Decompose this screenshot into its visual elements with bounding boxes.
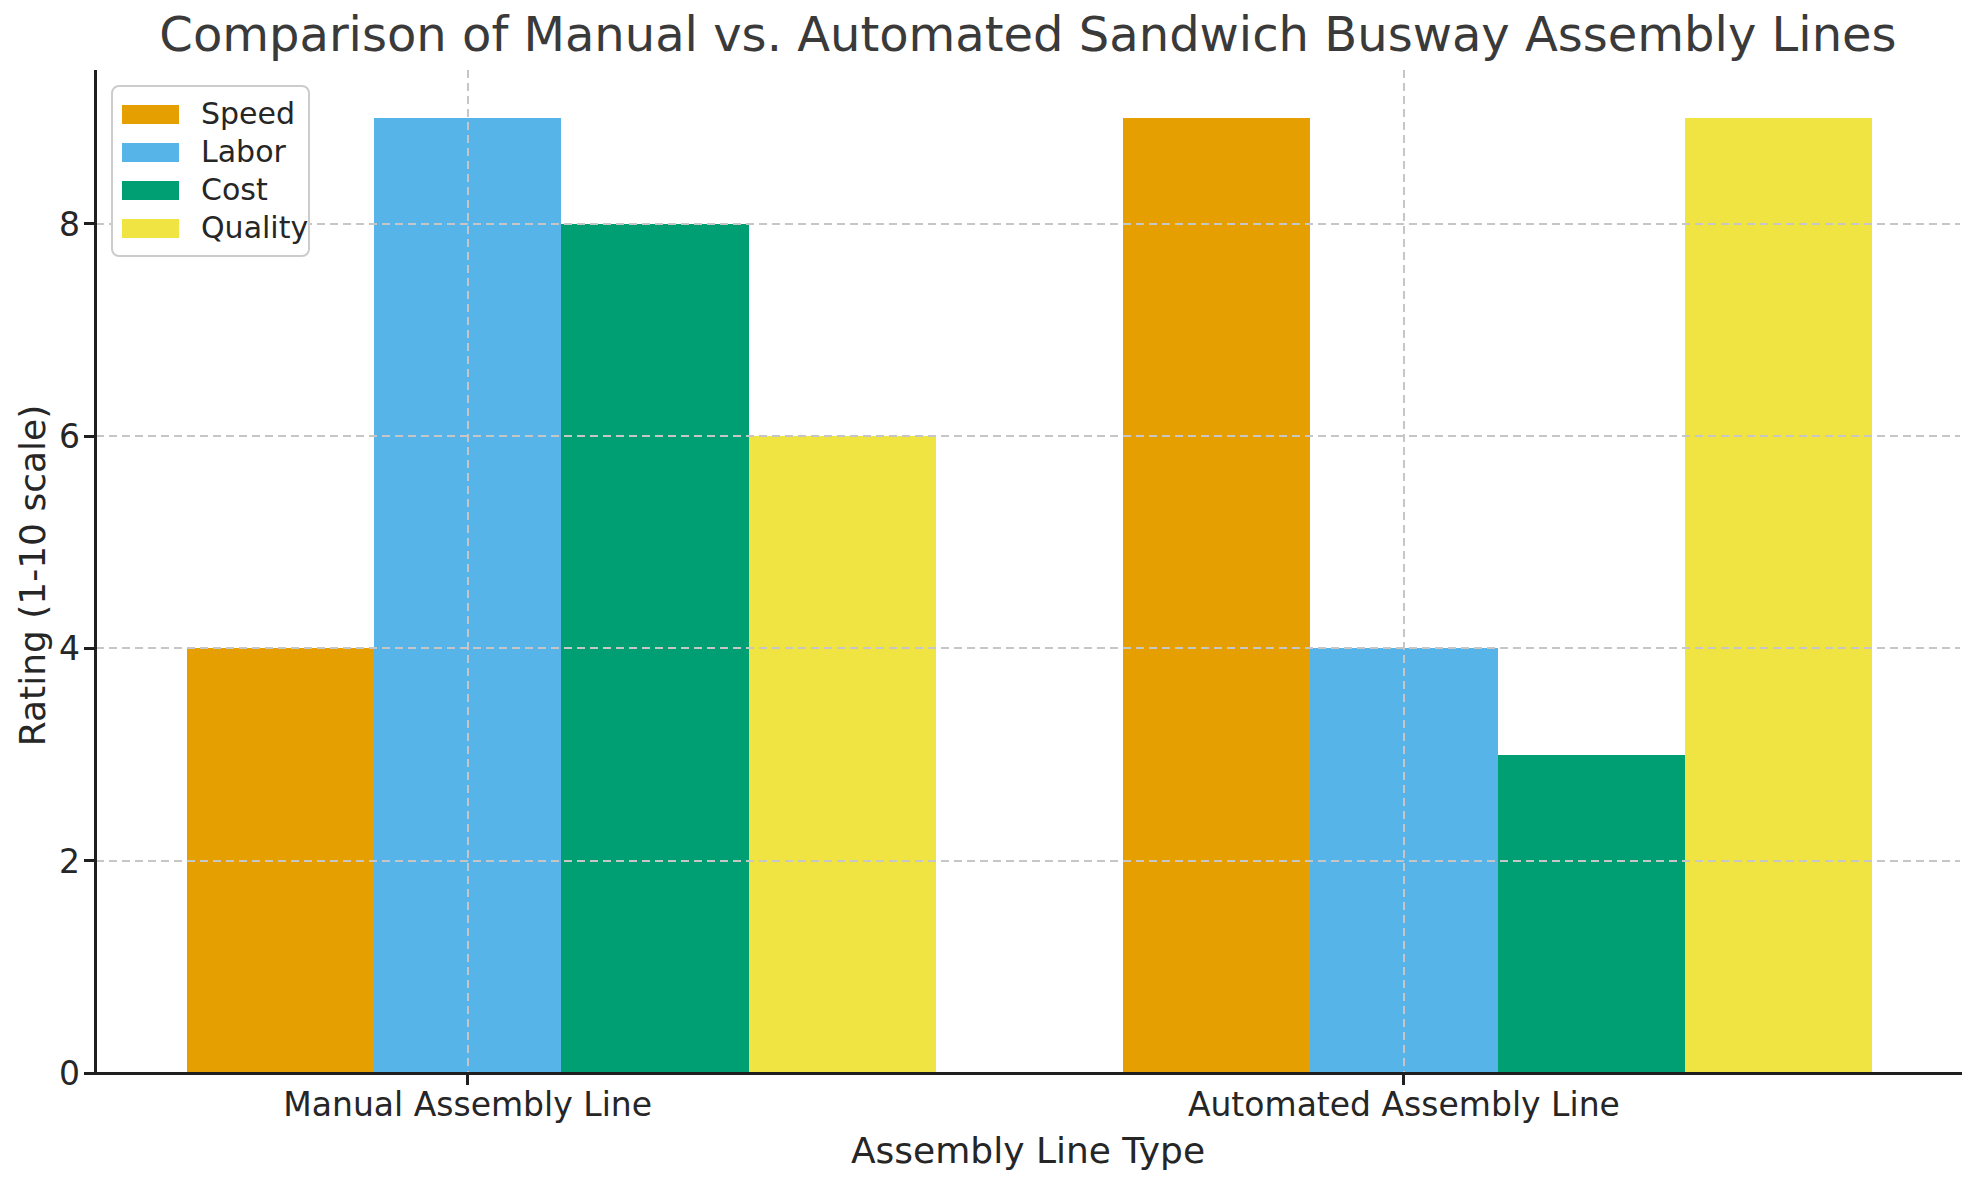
legend-label-cost: Cost xyxy=(201,175,268,205)
x-axis-spine xyxy=(94,1072,1962,1075)
y-tick-2 xyxy=(84,859,94,862)
gridline-y-6 xyxy=(96,435,1960,437)
x-tick-0 xyxy=(466,1075,469,1085)
legend-swatch-speed xyxy=(122,105,179,124)
legend-swatch-cost xyxy=(122,181,179,200)
y-tick-label-8: 8 xyxy=(0,208,80,241)
legend-swatch-quality xyxy=(122,219,179,238)
legend: Speed Labor Cost Quality xyxy=(111,85,310,257)
legend-item-quality: Quality xyxy=(122,209,302,247)
bar-cost-1 xyxy=(1498,755,1685,1073)
legend-label-labor: Labor xyxy=(201,137,286,167)
legend-items: Speed Labor Cost Quality xyxy=(122,95,302,247)
y-tick-8 xyxy=(84,222,94,225)
plot-area: 02468Manual Assembly LineAutomated Assem… xyxy=(0,0,1980,1180)
legend-item-cost: Cost xyxy=(122,171,302,209)
gridline-y-8 xyxy=(96,223,1960,225)
figure: Comparison of Manual vs. Automated Sandw… xyxy=(0,0,1980,1180)
x-tick-label-0: Manual Assembly Line xyxy=(158,1085,778,1125)
legend-item-speed: Speed xyxy=(122,95,302,133)
gridline-x-1 xyxy=(1403,70,1405,1073)
y-tick-6 xyxy=(84,435,94,438)
y-axis-label: Rating (1-10 scale) xyxy=(12,276,53,876)
legend-label-speed: Speed xyxy=(201,99,295,129)
x-axis-label: Assembly Line Type xyxy=(96,1130,1960,1171)
y-tick-label-0: 0 xyxy=(0,1057,80,1090)
legend-item-labor: Labor xyxy=(122,133,302,171)
bar-speed-1 xyxy=(1123,118,1310,1073)
gridline-y-4 xyxy=(96,647,1960,649)
y-axis-spine xyxy=(94,70,97,1075)
legend-label-quality: Quality xyxy=(201,213,308,243)
gridline-x-0 xyxy=(467,70,469,1073)
y-tick-0 xyxy=(84,1072,94,1075)
x-tick-1 xyxy=(1402,1075,1405,1085)
bar-quality-1 xyxy=(1685,118,1872,1073)
bar-quality-0 xyxy=(749,436,936,1073)
y-tick-4 xyxy=(84,647,94,650)
legend-swatch-labor xyxy=(122,143,179,162)
x-tick-label-1: Automated Assembly Line xyxy=(1094,1085,1714,1125)
gridline-y-2 xyxy=(96,860,1960,862)
